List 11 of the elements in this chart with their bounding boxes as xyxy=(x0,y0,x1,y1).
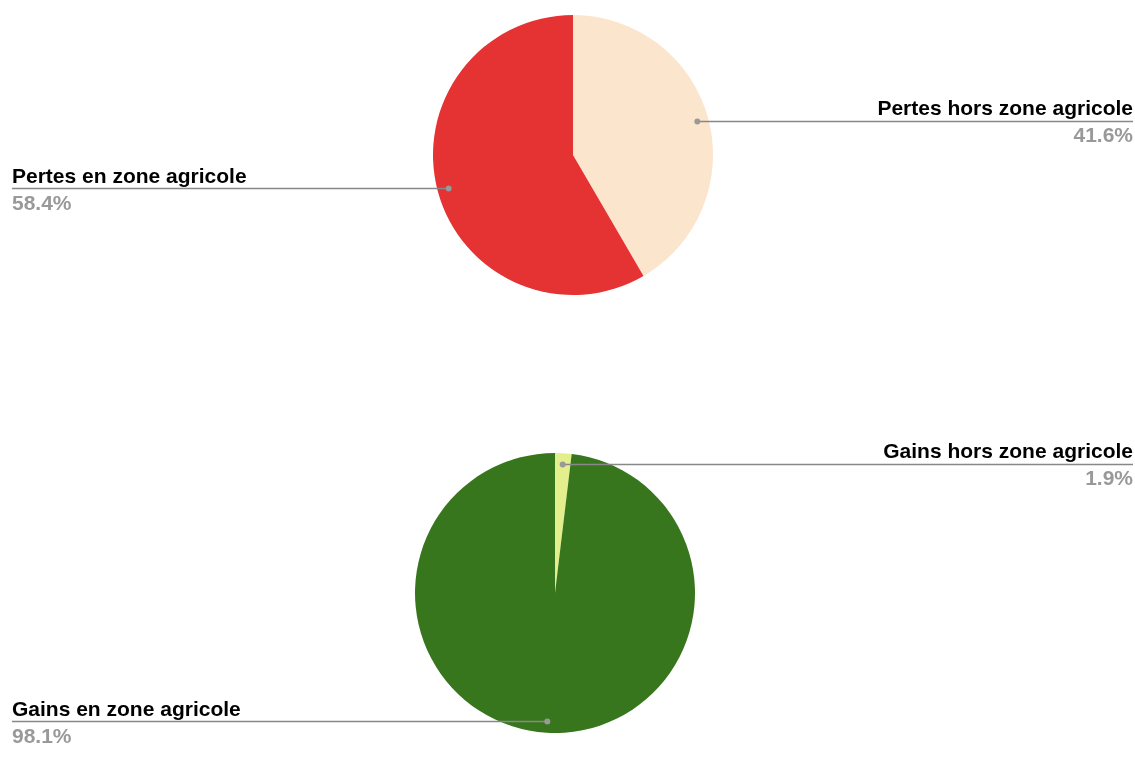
slice-label: Gains en zone agricole xyxy=(12,696,241,720)
slice-label: Gains hors zone agricole xyxy=(883,439,1133,463)
data-label: 98.1% xyxy=(12,723,72,747)
slice-label: Pertes hors zone agricole xyxy=(877,96,1133,120)
pie-slice xyxy=(415,453,695,733)
data-label: 1.9% xyxy=(1085,466,1134,490)
data-label: 58.4% xyxy=(12,190,72,214)
data-label: 41.6% xyxy=(1073,123,1134,147)
slice-label: Pertes en zone agricole xyxy=(12,163,247,187)
pie-slice xyxy=(573,15,713,276)
pie-slice xyxy=(433,15,644,295)
